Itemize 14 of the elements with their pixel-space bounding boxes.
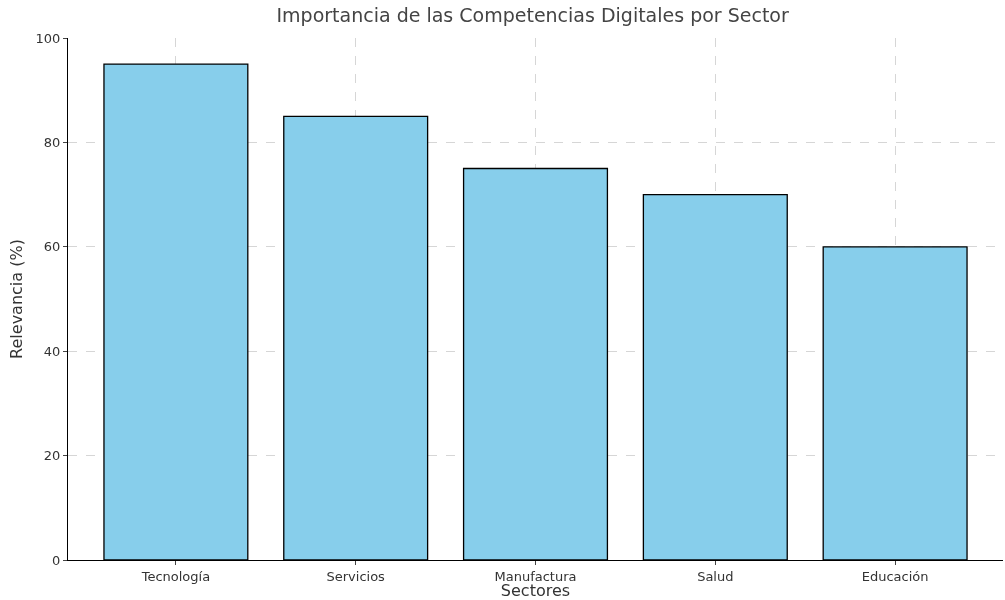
x-tick-label: Servicios: [326, 568, 386, 584]
chart-title: Importancia de las Competencias Digitales por Sector: [276, 4, 789, 27]
y-tick-label: 20: [43, 448, 61, 464]
x-axis-title: Sectores: [500, 581, 571, 600]
x-tick-label: Educación: [861, 568, 929, 584]
y-axis-title: Relevancia (%): [7, 239, 27, 359]
x-tick-label: Manufactura: [494, 568, 577, 584]
y-tick-label: 80: [43, 134, 61, 150]
y-tick-label: 60: [43, 239, 61, 255]
x-tick-label: Tecnología: [140, 568, 211, 584]
y-tick-label: 40: [43, 343, 61, 359]
x-tick-label: Salud: [697, 568, 734, 584]
y-tick-label: 0: [52, 552, 61, 568]
y-tick-label: 100: [35, 30, 61, 46]
